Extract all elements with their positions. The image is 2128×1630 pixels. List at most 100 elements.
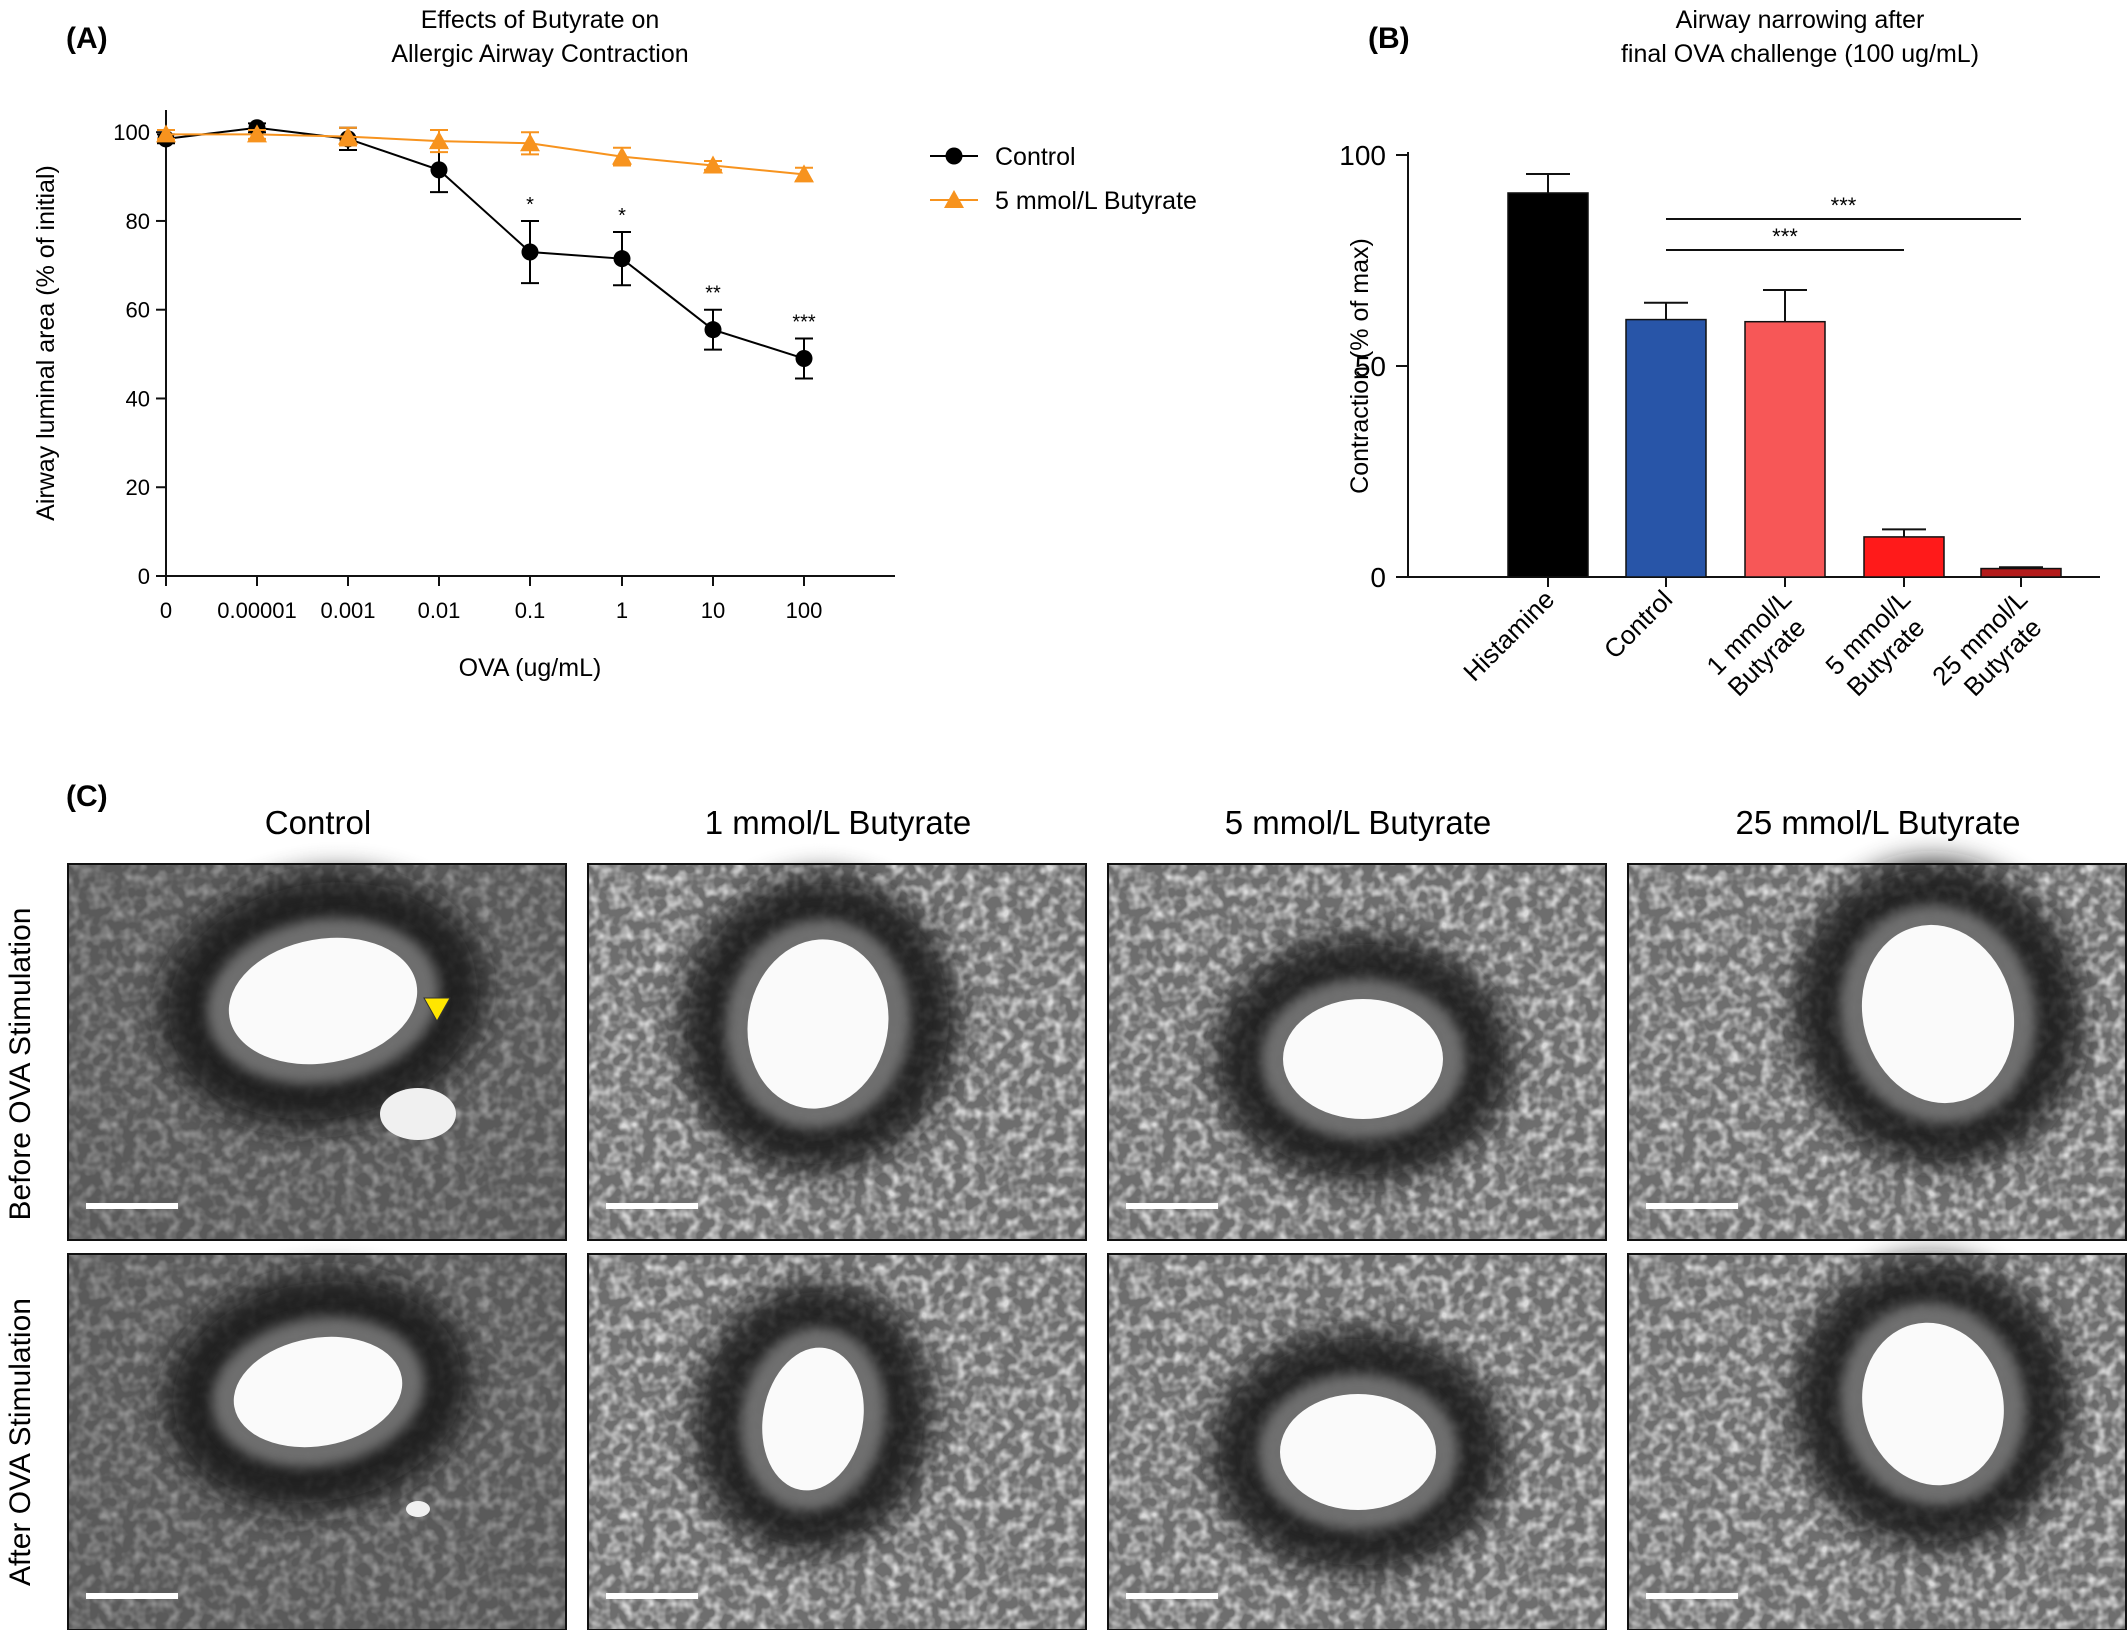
micrograph-frame [67,863,567,1241]
bar [1507,192,1589,578]
x-tick-label-line: Histamine [1457,584,1560,687]
series-control: ******* [157,119,816,380]
panel-b-label: (B) [1368,22,1410,55]
y-tick-label: 100 [113,120,150,145]
legend-label: 5 mmol/L Butyrate [995,187,1197,215]
x-tick-label: 1 mmol/LButyrate [1700,584,1818,702]
airway-lumen [1862,1322,2004,1486]
micrograph [1107,863,1607,1241]
y-tick-label: 40 [126,386,150,411]
x-tick-label: 0.001 [320,598,375,623]
scale-bar [606,1203,698,1209]
data-point [613,250,631,268]
data-point [703,155,723,174]
panel-c-micrographs: (C) Control 1 mmol/L Butyrate 5 mmol/L B… [4,780,2127,1630]
scale-bar [1126,1203,1218,1209]
micrograph [67,1253,567,1630]
scale-bar [86,1203,178,1209]
significance-label: * [618,205,626,227]
panel-a-legend: Control 5 mmol/L Butyrate [930,143,1197,215]
panel-a-title: Effects of Butyrate on Allergic Airway Co… [391,6,688,68]
y-tick-label: 100 [1339,140,1386,171]
micrograph [1627,1253,2127,1630]
airway-lumen [1861,924,2015,1104]
y-tick-label: 80 [126,209,150,234]
micrograph [587,863,1087,1241]
panel-a-label: (A) [66,22,108,55]
legend-label: Control [995,143,1076,171]
column-title-1mm: 1 mmol/L Butyrate [705,804,972,841]
series-butyrate [156,124,814,183]
series-line [165,126,805,360]
x-tick-label: 5 mmol/LButyrate [1819,584,1937,702]
comparison-label: *** [1831,193,1857,218]
scale-bar [1126,1593,1218,1599]
legend-marker [945,147,963,165]
bar-group [1980,566,2062,578]
airway-lumen [747,939,889,1109]
airway-lumen [228,937,418,1065]
x-tick-label: 0 [160,598,172,623]
bar-group [1863,528,1945,578]
micrograph-frame [1627,863,2127,1241]
title-line: Allergic Airway Contraction [391,40,688,68]
comparison-label: *** [1772,224,1798,249]
significance-label: ** [705,283,721,305]
yellow-arrowhead [423,997,451,1023]
x-tick-label: 1 [616,598,628,623]
title-line: Airway narrowing after [1676,6,1925,34]
panel-b-bar-chart: (B) Airway narrowing after final OVA chal… [1339,6,2100,702]
legend-marker [944,190,964,208]
scale-bar [86,1593,178,1599]
panel-a-marks: ******* [156,119,816,380]
y-tick-label: 0 [1370,562,1386,593]
x-tick-label: 0.00001 [217,598,297,623]
data-point [795,350,813,368]
micrograph-frame [1107,1253,1607,1630]
micrograph [1627,859,2127,1241]
x-axis-label: OVA (ug/mL) [459,654,602,682]
panel-a-line-chart: (A) Effects of Butyrate on Allergic Airwa… [32,6,1197,682]
y-axis-label: Airway luminal area (% of initial) [32,165,60,521]
data-point [612,146,632,165]
data-point [338,126,358,145]
micrograph-frame [587,1253,1087,1630]
data-point [430,161,448,179]
micrograph-frame [1107,863,1607,1241]
title-line: final OVA challenge (100 ug/mL) [1621,40,1979,68]
airway-lumen [1283,999,1443,1119]
small-airway-lumen [406,1501,430,1517]
x-tick-label: Control [1598,584,1678,664]
airway-lumen [762,1347,864,1491]
bar-group [1744,289,1826,578]
small-airway-lumen [380,1088,456,1140]
airway-lumen [233,1336,403,1448]
row-label-after: After OVA Stimulation [4,1298,37,1586]
data-point [156,124,176,143]
panel-c-label: (C) [66,780,108,813]
column-title-25mm: 25 mmol/L Butyrate [1736,804,2021,841]
bar-group [1507,172,1589,578]
scale-bar [1646,1593,1738,1599]
airway-lumen [1280,1394,1436,1510]
y-axis-label: Contraction (% of max) [1346,238,1374,494]
data-point [704,321,722,339]
x-tick-label: 100 [786,598,823,623]
x-tick-label-line: Control [1598,584,1678,664]
y-tick-label: 0 [138,564,150,589]
micrograph-frame [67,1253,567,1630]
bar [1863,536,1945,578]
y-tick-label: 20 [126,475,150,500]
panel-b-marks: *** *** [1507,172,2062,578]
data-point [794,164,814,183]
series-line [166,133,805,176]
column-title-5mm: 5 mmol/L Butyrate [1225,804,1492,841]
bar [1980,567,2062,578]
scale-bar [1646,1203,1738,1209]
column-title-control: Control [265,804,371,841]
data-point [521,243,539,261]
micrograph [1107,1253,1607,1630]
panel-a-axes: 0 20 40 60 80 100 0 0.00001 0.001 0.01 0.1 1 10 100 OV… [32,110,895,682]
micrograph-grid [67,859,2127,1630]
x-tick-label: 0.01 [418,598,461,623]
